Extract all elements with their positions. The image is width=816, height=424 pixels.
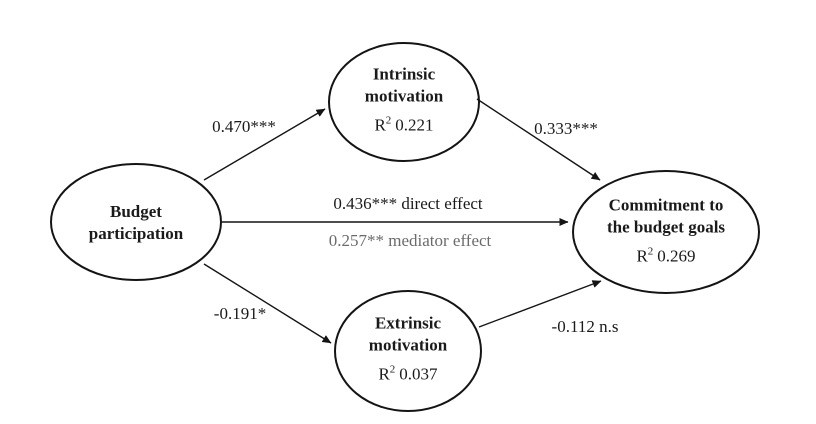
arrow-budget-to-extrinsic <box>203 263 332 344</box>
node-ellipse-extrinsic-motivation <box>334 290 482 412</box>
edge-label-mediator-effect: 0.257** mediator effect <box>328 231 492 250</box>
r-symbol: R <box>378 364 390 384</box>
r-symbol: R <box>374 115 386 135</box>
edge-label-budget-extrinsic: -0.191* <box>213 304 267 323</box>
r-exponent: 2 <box>647 245 654 258</box>
node-ellipse-commitment-to-budget-goals <box>572 170 760 294</box>
arrow-extrinsic-to-commitment <box>478 280 602 328</box>
arrow-budget-to-intrinsic <box>203 108 326 181</box>
r-exponent: 2 <box>385 114 392 127</box>
node-title-line: motivation <box>368 335 448 355</box>
node-ellipse-intrinsic-motivation <box>328 42 480 162</box>
edge-label-extrinsic-commitment: -0.112 n.s <box>551 317 619 336</box>
node-title-line: Extrinsic <box>374 313 442 333</box>
r-symbol: R <box>636 246 648 266</box>
node-title-line: the budget goals <box>606 217 726 237</box>
node-label-budget-participation: Budget participation <box>89 201 183 245</box>
r-squared-value: R2 0.037 <box>369 359 447 386</box>
node-title-line: Intrinsic <box>372 64 436 84</box>
node-title-line: participation <box>88 224 184 243</box>
node-ellipse-budget-participation <box>50 163 222 281</box>
node-label-intrinsic-motivation: Intrinsic motivation R2 0.221 <box>365 64 443 137</box>
node-title-line: motivation <box>364 86 444 106</box>
r-squared-number: 0.221 <box>395 115 434 135</box>
edge-label-direct-effect: 0.436*** direct effect <box>333 194 483 213</box>
r-exponent: 2 <box>389 363 396 376</box>
node-label-commitment-to-budget-goals: Commitment to the budget goals R2 0.269 <box>607 195 725 268</box>
r-squared-number: 0.269 <box>657 246 696 266</box>
arrow-intrinsic-to-commitment <box>476 98 601 181</box>
edge-label-budget-intrinsic: 0.470*** <box>212 117 276 136</box>
r-squared-number: 0.037 <box>399 364 438 384</box>
edge-label-intrinsic-commitment: 0.333*** <box>534 119 598 138</box>
r-squared-value: R2 0.269 <box>607 241 725 268</box>
node-title-line: Commitment to <box>608 195 724 215</box>
r-squared-value: R2 0.221 <box>365 110 443 137</box>
node-title-line: Budget <box>110 202 162 221</box>
node-label-extrinsic-motivation: Extrinsic motivation R2 0.037 <box>369 313 447 386</box>
